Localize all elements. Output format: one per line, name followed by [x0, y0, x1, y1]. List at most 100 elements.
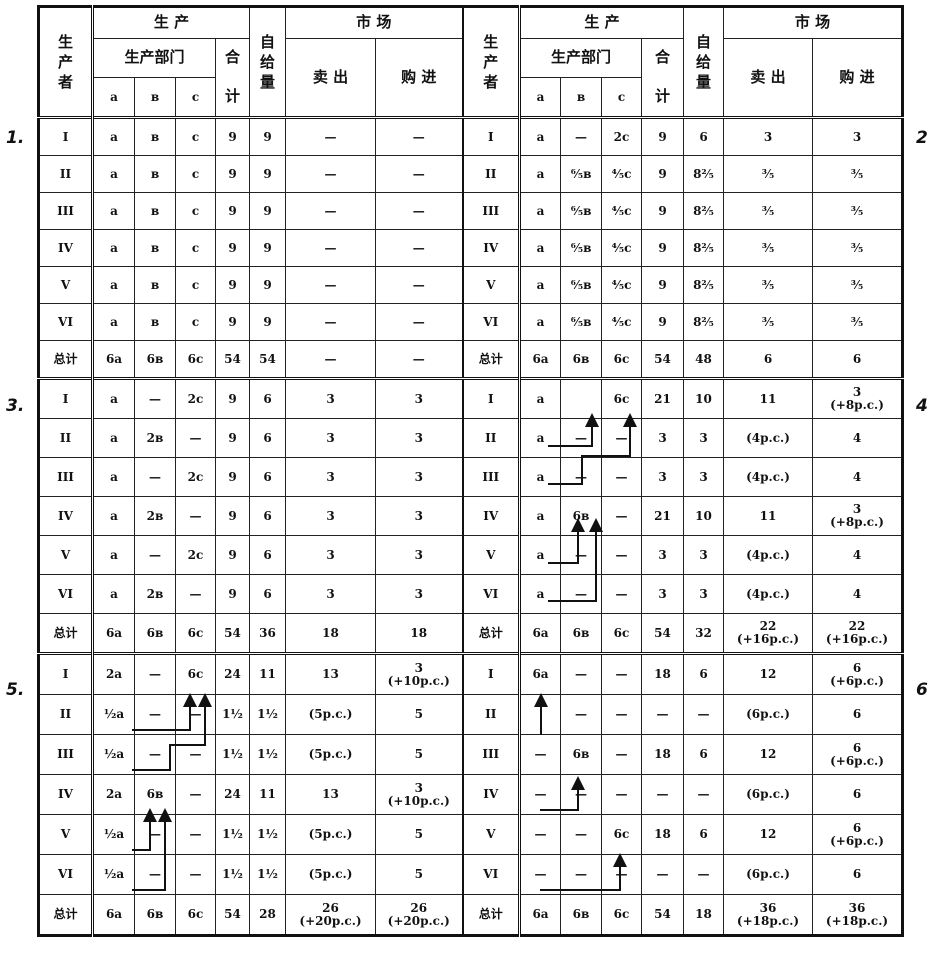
cell-left-sell: 3: [285, 574, 376, 614]
cell-left-dept-b: —: [134, 814, 176, 855]
cell-left-dept-a: 6a: [92, 340, 135, 379]
cell-left-dept-b: в: [134, 192, 176, 230]
cell-right-dept-a: a: [519, 496, 561, 536]
cell-right-producer: V: [461, 266, 521, 304]
table-row: V ½a — —1½ 1½ (5p.c.) 5 V — —6c 18 6 12 6 (+6p.c.): [38, 814, 903, 855]
cell-right-self-supply: 8²⁄₅: [683, 192, 724, 230]
cell-right-dept-b: 6в: [560, 734, 602, 775]
cell-left-total: 24: [215, 774, 250, 815]
cell-right-producer: VI: [461, 854, 521, 895]
cell-right-dept-a: [519, 694, 561, 735]
cell-left-total: 1½: [215, 814, 250, 855]
cell-right-dept-a: a: [519, 229, 561, 267]
table-row: II ½a — —1½ 1½ (5p.c.) 5 II — — — — (6p.c.) 6: [38, 694, 903, 735]
cell-right-sell: 12: [723, 814, 813, 855]
cell-left-producer: II: [38, 418, 94, 458]
cell-right-sell: 12: [723, 652, 813, 695]
cell-right-dept-c: 6c: [601, 894, 642, 936]
cell-right-dept-c: —: [601, 694, 642, 735]
cell-right-self-supply: 3: [683, 535, 724, 575]
cell-left-sell: —: [285, 340, 376, 379]
cell-right-buy: 6: [812, 854, 903, 895]
cell-left-dept-c: —: [175, 854, 216, 895]
cell-right-dept-c: ⁴⁄₅c: [601, 155, 642, 193]
header-departments: 生产部门: [92, 38, 216, 78]
cell-left-sell: 3: [285, 418, 376, 458]
cell-right-dept-a: 6a: [519, 894, 561, 936]
section-label-right: 2: [916, 128, 928, 148]
cell-right-buy: ³⁄₅: [812, 229, 903, 267]
cell-left-dept-c: c: [175, 155, 216, 193]
cell-right-dept-b: 6в: [560, 894, 602, 936]
cell-right-dept-a: a: [519, 116, 561, 156]
cell-right-dept-c: —: [601, 418, 642, 458]
cell-left-dept-a: ½a: [92, 854, 135, 895]
cell-right-dept-c: ⁴⁄₅c: [601, 303, 642, 341]
cell-right-total: 54: [641, 894, 684, 936]
cell-left-total: 9: [215, 574, 250, 614]
cell-left-producer: III: [38, 734, 94, 775]
cell-left-self-supply: 6: [249, 496, 286, 536]
cell-right-dept-a: 6a: [519, 340, 561, 379]
cell-left-sell: 3: [285, 496, 376, 536]
cell-left-total: 54: [215, 340, 250, 379]
cell-left-dept-c: 6c: [175, 340, 216, 379]
cell-left-buy: 3: [375, 377, 463, 419]
cell-left-buy: 3: [375, 496, 463, 536]
cell-left-dept-a: a: [92, 116, 135, 156]
header-producer: 生产者: [461, 6, 521, 118]
table-row: II a в c 9 9— — II a ⁶⁄₅в ⁴⁄₅c 9 8²⁄₅ ³⁄₅ ³⁄₅: [38, 155, 903, 193]
cell-right-dept-a: a: [519, 535, 561, 575]
cell-left-buy: —: [375, 266, 463, 304]
cell-right-self-supply: 18: [683, 894, 724, 936]
cell-left-total: 9: [215, 457, 250, 497]
cell-right-dept-a: a: [519, 303, 561, 341]
cell-right-dept-b: 6в: [560, 613, 602, 654]
cell-left-buy: —: [375, 303, 463, 341]
cell-left-dept-a: a: [92, 229, 135, 267]
table-row: 总计 6a 6в 6c 54 36 18 18 总计 6a 6в 6c 54 32 22 (+16p.c.)…: [38, 613, 903, 654]
cell-left-sell: 18: [285, 613, 376, 654]
cell-right-buy: 6: [812, 774, 903, 815]
cell-right-dept-c: ⁴⁄₅c: [601, 192, 642, 230]
cell-left-dept-a: ½a: [92, 694, 135, 735]
cell-right-producer: IV: [461, 229, 521, 267]
cell-right-sell: 3: [723, 116, 813, 156]
cell-left-dept-b: 6в: [134, 894, 176, 936]
cell-left-buy: 5: [375, 854, 463, 895]
header-producer-label: 生产者: [483, 32, 499, 92]
header-production: 生 产: [92, 6, 250, 39]
cell-left-self-supply: 9: [249, 266, 286, 304]
cell-left-self-supply: 11: [249, 774, 286, 815]
table-row: VI a в c 9 9— — VI a ⁶⁄₅в ⁴⁄₅c 9 8²⁄₅ ³⁄₅ ³⁄₅: [38, 303, 903, 341]
header-market: 市 场: [723, 6, 903, 39]
cell-right-self-supply: —: [683, 774, 724, 815]
cell-right-self-supply: 8²⁄₅: [683, 155, 724, 193]
cell-right-producer: III: [461, 192, 521, 230]
cell-left-producer: III: [38, 192, 94, 230]
cell-right-producer: 总计: [461, 894, 521, 936]
cell-right-producer: IV: [461, 774, 521, 815]
cell-left-dept-b: —: [134, 694, 176, 735]
cell-right-dept-b: ⁶⁄₅в: [560, 303, 602, 341]
cell-left-producer: IV: [38, 229, 94, 267]
cell-right-total: 21: [641, 496, 684, 536]
cell-right-dept-b: 6в: [560, 340, 602, 379]
cell-left-dept-c: —: [175, 418, 216, 458]
cell-left-dept-c: c: [175, 229, 216, 267]
economic-table-wrapper: 生产者生 产自给量市 场生产者生 产自给量市 场生产部门合卖 出购 进生产部门合…: [37, 5, 904, 937]
cell-left-producer: I: [38, 377, 94, 419]
header-total-bottom: 计: [641, 77, 684, 118]
cell-right-total: 9: [641, 303, 684, 341]
cell-left-producer: II: [38, 694, 94, 735]
cell-left-sell: (5p.c.): [285, 814, 376, 855]
cell-left-producer: V: [38, 266, 94, 304]
cell-left-dept-b: в: [134, 155, 176, 193]
cell-right-self-supply: 32: [683, 613, 724, 654]
cell-right-dept-c: —: [601, 496, 642, 536]
cell-right-dept-a: —: [519, 814, 561, 855]
cell-right-total: 3: [641, 418, 684, 458]
cell-right-dept-b: —: [560, 854, 602, 895]
cell-right-sell: 6: [723, 340, 813, 379]
cell-right-total: 54: [641, 340, 684, 379]
